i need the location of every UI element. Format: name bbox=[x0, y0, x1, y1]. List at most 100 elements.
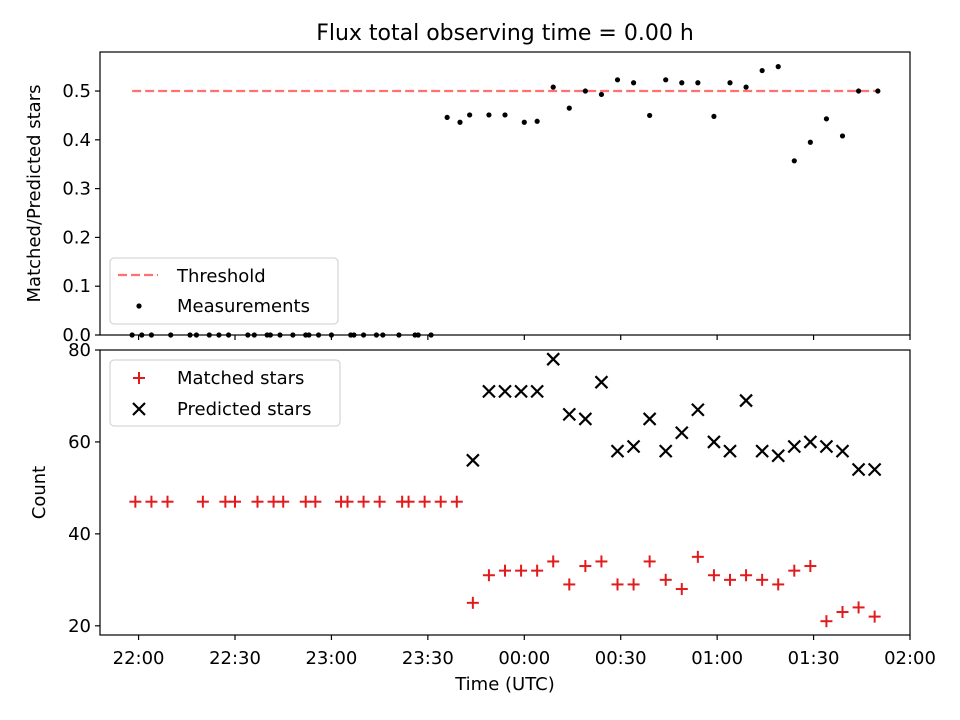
measurement-point bbox=[775, 64, 781, 70]
predicted-star-point bbox=[578, 412, 593, 426]
measurement-point bbox=[502, 112, 508, 118]
predicted-star-point bbox=[835, 444, 850, 458]
measurement-point bbox=[444, 114, 450, 120]
matched-star-point bbox=[579, 560, 592, 573]
predicted-star-point bbox=[787, 439, 802, 454]
top-panel: 0.0 0.1 0.2 0.3 0.4 0.5 Threshold Measurements bbox=[62, 51, 911, 346]
matched-star-point bbox=[515, 564, 528, 577]
legend-predicted-label: Predicted stars bbox=[177, 399, 311, 420]
matched-star-point bbox=[161, 495, 174, 508]
x-tick-label: 22:30 bbox=[209, 648, 261, 669]
predicted-star-point bbox=[675, 425, 689, 440]
measurement-point bbox=[630, 80, 637, 86]
legend-threshold-label: Threshold bbox=[176, 266, 266, 287]
matched-star-point bbox=[357, 495, 370, 508]
predicted-star-point bbox=[803, 435, 818, 449]
matched-star-point bbox=[196, 495, 209, 508]
matched-star-point bbox=[724, 573, 736, 586]
measurement-point bbox=[534, 118, 540, 124]
matched-star-point bbox=[675, 583, 688, 596]
matched-star-point bbox=[868, 610, 881, 623]
measurement-point bbox=[727, 80, 733, 86]
legend-matched-label: Matched stars bbox=[177, 368, 304, 389]
matched-star-point bbox=[836, 606, 849, 619]
top-y-tick-label: 0.0 bbox=[62, 325, 91, 346]
predicted-star-point bbox=[658, 444, 673, 458]
predicted-star-point bbox=[819, 439, 834, 454]
predicted-star-point bbox=[626, 439, 641, 454]
top-legend: Threshold Measurements bbox=[109, 257, 339, 325]
measurement-point bbox=[679, 80, 685, 86]
measurement-point bbox=[467, 112, 473, 118]
x-tick-label: 23:30 bbox=[402, 648, 454, 669]
x-tick-label: 00:30 bbox=[595, 648, 647, 669]
matched-star-point bbox=[611, 578, 624, 591]
matched-star-point bbox=[756, 573, 769, 586]
x-tick-label: 23:00 bbox=[305, 648, 357, 669]
predicted-star-point bbox=[771, 448, 785, 463]
measurement-point bbox=[791, 158, 797, 164]
predicted-star-point bbox=[755, 444, 769, 458]
x-tick-label: 02:00 bbox=[884, 648, 936, 669]
measurement-point bbox=[614, 77, 621, 83]
matched-star-point bbox=[418, 495, 431, 508]
matched-star-point bbox=[129, 495, 142, 508]
bottom-panel: 20 40 60 80 22:00 22:30 23:00 23:30 00:00 00:30 01… bbox=[68, 340, 936, 669]
x-axis-label: Time (UTC) bbox=[454, 674, 555, 695]
matched-star-point bbox=[804, 560, 817, 573]
matched-star-point bbox=[627, 578, 640, 591]
matched-star-point bbox=[229, 495, 241, 508]
x-tick-label: 22:00 bbox=[113, 648, 165, 669]
matched-star-point bbox=[309, 495, 322, 508]
top-y-tick-label: 0.2 bbox=[62, 227, 91, 248]
bottom-y-axis-label: Count bbox=[29, 466, 50, 519]
measurement-point bbox=[521, 119, 527, 125]
matched-star-point bbox=[466, 596, 479, 609]
measurement-point bbox=[663, 77, 669, 83]
measurement-point bbox=[566, 105, 572, 111]
measurement-point bbox=[550, 84, 556, 90]
measurement-point bbox=[855, 88, 862, 94]
matched-star-point bbox=[691, 550, 704, 563]
matched-star-point bbox=[402, 495, 415, 508]
measurement-point bbox=[839, 133, 846, 139]
top-axes-frame bbox=[99, 51, 911, 336]
top-y-tick-label: 0.4 bbox=[62, 130, 91, 151]
matched-star-point bbox=[772, 578, 785, 591]
predicted-star-point bbox=[594, 375, 609, 389]
bottom-y-tick-label: 60 bbox=[68, 432, 91, 453]
measurement-point bbox=[759, 67, 765, 74]
legend-measurement-label: Measurements bbox=[177, 296, 310, 317]
matched-star-point bbox=[341, 495, 354, 508]
matched-star-point bbox=[145, 495, 158, 508]
chart-title: Flux total observing time = 0.00 h bbox=[316, 21, 694, 46]
matched-star-point bbox=[659, 573, 672, 586]
top-legend-box bbox=[109, 257, 339, 325]
top-y-axis-label: Matched/Predicted stars bbox=[24, 85, 45, 303]
bottom-y-tick-label: 40 bbox=[68, 524, 91, 545]
predicted-star-point bbox=[482, 384, 496, 399]
predicted-star-point bbox=[851, 462, 866, 477]
bottom-y-tick-label: 80 bbox=[68, 340, 91, 361]
measurement-point bbox=[582, 88, 588, 94]
matched-star-point bbox=[707, 569, 720, 582]
bottom-legend: Matched stars Predicted stars bbox=[109, 359, 341, 427]
predicted-star-point bbox=[530, 384, 544, 399]
matched-star-point bbox=[852, 601, 865, 614]
predicted-star-point bbox=[466, 453, 480, 468]
matched-star-point bbox=[450, 495, 463, 508]
matched-star-point bbox=[740, 569, 753, 582]
top-y-tick-label: 0.1 bbox=[62, 276, 91, 297]
legend-measurement-swatch bbox=[136, 303, 142, 309]
matched-star-point bbox=[482, 569, 495, 582]
x-tick-label: 01:30 bbox=[788, 648, 840, 669]
x-tick-label: 00:00 bbox=[498, 648, 550, 669]
matched-star-point bbox=[373, 495, 386, 508]
predicted-star-point bbox=[514, 384, 528, 399]
predicted-star-point bbox=[610, 444, 625, 458]
matched-star-point bbox=[277, 495, 290, 508]
matched-star-point bbox=[643, 555, 656, 568]
matched-star-point bbox=[788, 564, 801, 577]
measurement-point bbox=[695, 80, 701, 86]
